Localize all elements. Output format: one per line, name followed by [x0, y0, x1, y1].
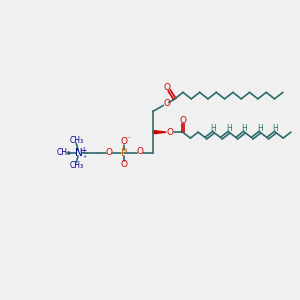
Text: CH₃: CH₃: [69, 161, 83, 170]
Text: H: H: [211, 124, 217, 133]
Text: H: H: [273, 124, 278, 133]
Text: O: O: [167, 128, 174, 137]
Text: O: O: [121, 137, 128, 146]
Polygon shape: [154, 131, 166, 134]
Text: +: +: [80, 146, 87, 155]
Text: CH₃: CH₃: [69, 136, 83, 145]
Text: H: H: [242, 124, 248, 133]
Text: H: H: [226, 124, 232, 133]
Text: N: N: [75, 148, 83, 158]
Text: O: O: [105, 148, 112, 158]
Text: O: O: [179, 116, 186, 125]
Text: O: O: [121, 160, 128, 169]
Text: H: H: [257, 124, 263, 133]
Text: ⁻: ⁻: [126, 136, 130, 142]
Text: ⁺: ⁺: [82, 154, 86, 163]
Text: P: P: [121, 148, 127, 158]
Text: O: O: [164, 98, 170, 107]
Text: CH₃: CH₃: [57, 148, 71, 158]
Text: O: O: [164, 83, 170, 92]
Text: O: O: [136, 147, 143, 156]
